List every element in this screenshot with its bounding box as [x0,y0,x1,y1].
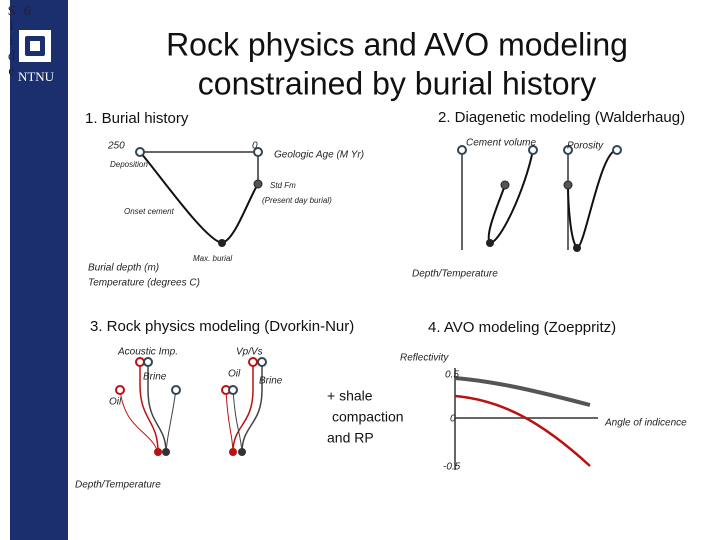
node [563,145,573,155]
label: Depth/Temperature [75,480,161,491]
node [154,448,162,456]
label: Acoustic Imp. [117,347,178,358]
node [612,145,622,155]
label: -0.5 [443,462,461,473]
node [228,385,238,395]
label: Temperature (degrees C) [88,278,200,289]
title: Rock physics and AVO modeling [166,26,628,62]
slide-number: Slide 6 [3,4,35,79]
node [162,448,170,456]
node [135,147,145,157]
node [253,147,263,157]
side-band [10,0,68,540]
label: Brine [143,372,167,383]
label: Brine [259,376,283,387]
node [573,244,581,252]
node [248,357,258,367]
label: 250 [107,141,125,152]
label: 0.5 [445,370,459,381]
label: Angle of indicence [604,418,687,429]
node [238,448,246,456]
label: Porosity [567,141,604,152]
oil-curve [139,362,159,453]
logo-text: NTNU [18,69,55,84]
note: compaction [332,409,404,425]
node [500,180,510,190]
node [563,180,573,190]
burial-curve [139,151,259,245]
label: Onset cement [124,207,175,216]
brine-curve [241,362,263,453]
brine-curve [147,362,167,453]
logo-mark [30,41,40,51]
label: Std Fm [270,181,296,190]
label: Oil [228,369,241,380]
label: Depth/Temperature [412,269,498,280]
label: 0 [252,141,258,152]
node [257,357,267,367]
node [171,385,181,395]
label: Max. burial [193,254,232,263]
note: + shale [327,388,373,404]
node [229,448,237,456]
node [135,357,145,367]
node [528,145,538,155]
node [486,239,494,247]
slide-num: 6 [20,4,35,19]
section-heading: 3. Rock physics modeling (Dvorkin-Nur) [90,318,354,335]
label: (Present day burial) [262,196,332,205]
label: Vp/Vs [236,347,263,358]
oil-curve [232,362,254,453]
red-curve [454,394,591,467]
cement-curve [487,149,534,245]
porosity-curve [567,149,618,250]
section-heading: 2. Diagenetic modeling (Walderhaug) [438,109,685,126]
brine-curve [232,389,243,453]
oil-curve [225,389,234,453]
slide-word: Slide [4,4,19,79]
section-heading: 1. Burial history [85,110,189,127]
oil-curve [119,389,159,453]
brine-curve [165,389,177,453]
gray-curve [454,376,591,407]
node [218,239,226,247]
label: Cement volume [466,138,536,149]
label: Geologic Age (M Yr) [274,150,364,161]
title: constrained by burial history [198,65,596,101]
label: 0 [450,414,456,425]
label: Deposition [110,160,148,169]
label: Burial depth (m) [88,263,159,274]
note: and RP [327,430,374,446]
node [143,357,153,367]
label: Oil [109,397,122,408]
node [253,179,263,189]
node [457,145,467,155]
node [115,385,125,395]
section-heading: 4. AVO modeling (Zoeppritz) [428,319,616,336]
label: Reflectivity [400,353,449,364]
